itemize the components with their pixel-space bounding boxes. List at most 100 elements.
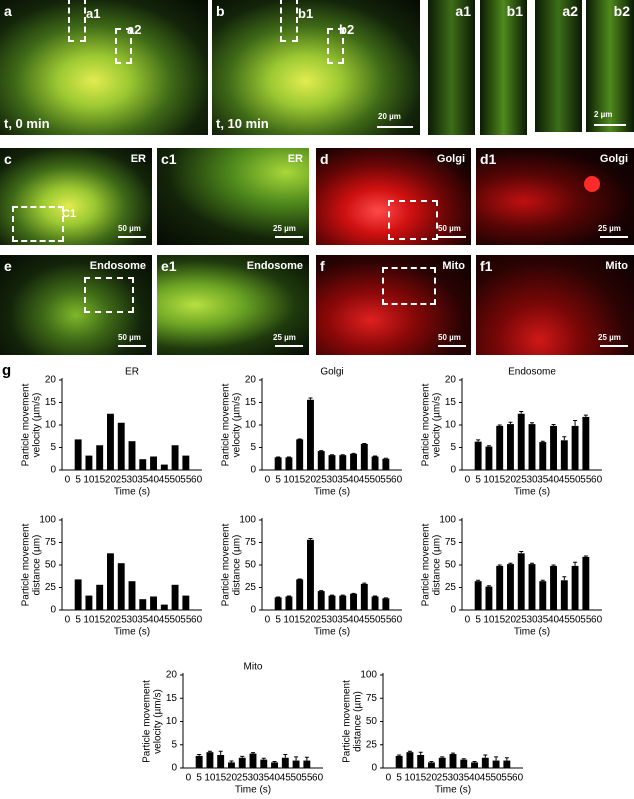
y-axis-label: Particle movement	[421, 383, 432, 466]
bar	[85, 455, 93, 470]
panel: f1 Mito 25 µm	[476, 255, 634, 355]
bar	[328, 595, 336, 610]
scale-bar	[275, 345, 303, 347]
panel-label: a	[4, 3, 12, 19]
scale-bar	[594, 124, 626, 126]
error-bar	[440, 756, 445, 758]
x-tick-label: 35	[537, 475, 549, 486]
panel-label: b2	[613, 3, 630, 19]
bar	[474, 581, 482, 610]
bar	[382, 458, 390, 470]
x-tick-label: 40	[348, 475, 360, 486]
bar	[492, 760, 500, 768]
error-bar	[497, 564, 502, 566]
x-tick-label: 25	[116, 615, 128, 626]
x-tick-label: 0	[465, 475, 471, 486]
panel: e Endosome 50 µm	[0, 255, 152, 355]
x-tick-label: 10	[283, 475, 295, 486]
error-bar	[429, 760, 434, 763]
x-tick-label: 35	[337, 615, 349, 626]
bar	[417, 754, 425, 768]
scale-label: 25 µm	[273, 333, 296, 342]
x-tick-label: 20	[505, 615, 517, 626]
x-tick-label: 40	[148, 475, 160, 486]
scale-bar	[438, 345, 466, 347]
bar	[517, 413, 525, 470]
bar	[296, 439, 304, 470]
x-tick-label: 25	[316, 475, 328, 486]
bar	[507, 424, 514, 470]
y-axis-label: Particle movement	[21, 523, 32, 606]
bar	[560, 580, 568, 610]
x-tick-label: 30	[526, 615, 538, 626]
organelle-label: Endosome	[246, 260, 303, 272]
x-tick-label: 25	[437, 773, 449, 784]
panel: c1 ER 25 µm	[157, 148, 309, 245]
x-tick-label: 20	[105, 475, 117, 486]
bar	[328, 455, 336, 470]
x-tick-label: 15	[494, 475, 506, 486]
roi-box	[382, 267, 436, 305]
x-tick-label: 55	[180, 615, 192, 626]
x-tick-label: 55	[301, 773, 313, 784]
organelle-label: Endosome	[89, 260, 146, 272]
y-tick-label: 75	[445, 537, 457, 548]
bar	[571, 565, 579, 610]
x-tick-label: 10	[204, 773, 216, 784]
panel-label: a1	[455, 3, 471, 19]
bar	[117, 422, 125, 470]
x-tick-label: 10	[283, 615, 295, 626]
chart-title: Endosome	[508, 367, 556, 378]
x-tick-label: 45	[159, 475, 171, 486]
x-axis-label: Time (s)	[514, 627, 550, 638]
x-tick-label: 15	[494, 615, 506, 626]
bar	[360, 583, 368, 610]
y-axis-label: Particle movement	[421, 523, 432, 606]
panel: b1	[480, 0, 527, 135]
x-axis-label: Time (s)	[114, 627, 150, 638]
scale-label: 25 µm	[273, 224, 296, 233]
roi-box	[388, 200, 438, 240]
bar	[128, 441, 136, 470]
bar	[582, 556, 590, 610]
bar	[481, 757, 489, 768]
x-tick-label: 60	[591, 615, 603, 626]
scale-label: 50 µm	[118, 224, 141, 233]
y-axis-label: distance (µm)	[32, 535, 43, 596]
y-axis-label: distance (µm)	[353, 691, 364, 752]
x-tick-label: 55	[580, 475, 592, 486]
error-bar	[218, 750, 223, 755]
error-bar	[483, 754, 488, 758]
roi-label: C1	[62, 208, 77, 220]
error-bar	[451, 752, 455, 755]
x-tick-label: 20	[305, 615, 317, 626]
x-tick-label: 55	[380, 615, 392, 626]
x-tick-label: 40	[348, 615, 360, 626]
organelle-label: Mito	[605, 260, 628, 272]
bar	[485, 446, 493, 470]
bar	[496, 565, 504, 610]
time-label: t, 10 min	[216, 116, 269, 131]
error-bar	[362, 582, 367, 584]
bar	[339, 455, 347, 470]
bar	[171, 584, 179, 610]
y-tick-label: 20	[245, 375, 257, 386]
y-tick-label: 15	[45, 397, 57, 408]
x-tick-label: 25	[116, 475, 128, 486]
roi-box	[280, 0, 298, 42]
scale-label: 2 µm	[594, 110, 613, 119]
bar	[371, 596, 379, 610]
bar	[471, 762, 478, 768]
x-tick-label: 45	[559, 475, 571, 486]
x-tick-label: 45	[359, 475, 371, 486]
error-bar	[304, 756, 309, 761]
bar	[371, 456, 379, 470]
panel: b2 2 µm	[586, 0, 634, 132]
y-axis-label: Particle movement	[142, 680, 153, 763]
bar	[281, 757, 289, 768]
error-bar	[461, 758, 466, 760]
error-bar	[508, 562, 513, 565]
panel-label: b	[216, 3, 225, 19]
bar	[107, 413, 114, 470]
bar	[150, 596, 157, 610]
